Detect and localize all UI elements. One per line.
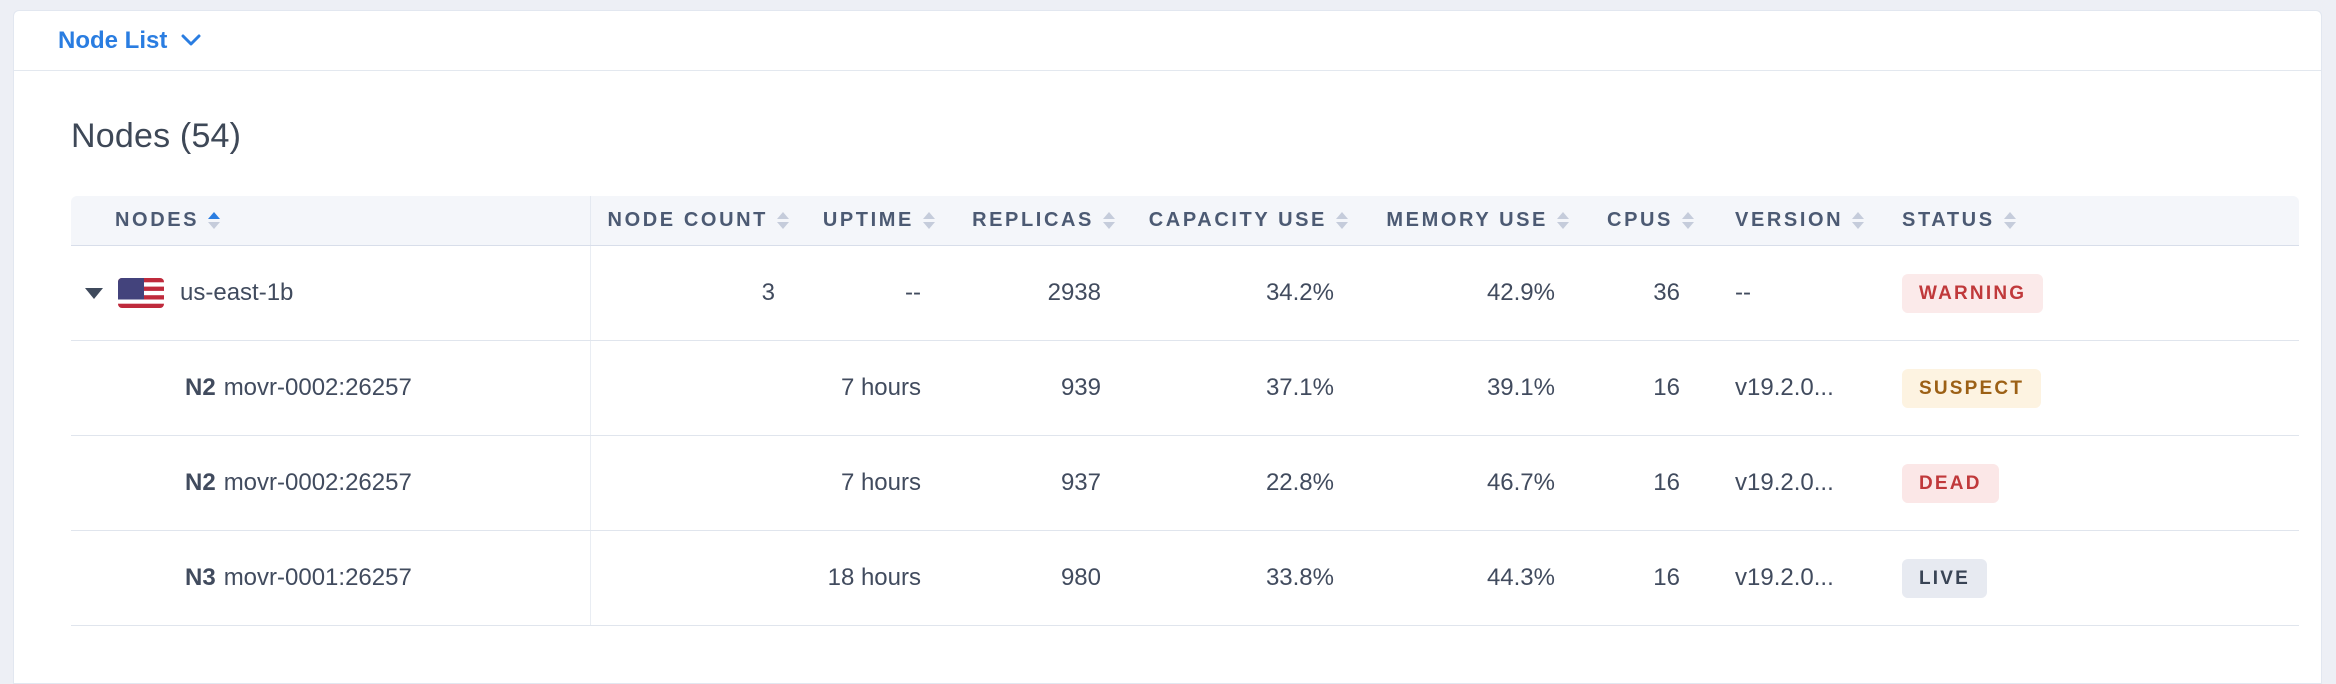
- column-header-node_count[interactable]: NODE COUNT: [591, 196, 791, 245]
- column-header-capacity[interactable]: CAPACITY USE: [1117, 196, 1350, 245]
- version-cell: --: [1735, 279, 1751, 306]
- sort-arrows-icon: [1103, 212, 1115, 229]
- version-cell: v19.2.0...: [1735, 564, 1834, 591]
- memory-use-cell: 39.1%: [1486, 374, 1555, 401]
- column-header-label: MEMORY USE: [1386, 209, 1548, 231]
- collapse-caret-icon[interactable]: [85, 287, 103, 299]
- status-badge: WARNING: [1902, 273, 2044, 313]
- column-header-label: CAPACITY USE: [1148, 209, 1327, 231]
- nodes-cell: us-east-1b: [71, 246, 591, 340]
- column-header-label: VERSION: [1735, 209, 1844, 231]
- uptime-cell: 7 hours: [840, 469, 921, 496]
- replicas-cell: 939: [1060, 374, 1101, 401]
- column-header-label: CPUS: [1607, 209, 1673, 231]
- uptime-cell: 18 hours: [827, 564, 921, 591]
- node-id: N3: [185, 564, 216, 591]
- memory-use-cell: 42.9%: [1486, 279, 1555, 306]
- node-count-cell: [591, 341, 791, 435]
- node-name: movr-0002:26257: [223, 374, 412, 401]
- table-row[interactable]: N2 movr-0002:26257 7 hours 939 37.1% 39.…: [71, 341, 2299, 436]
- sort-arrows-icon: [2003, 212, 2016, 229]
- column-header-label: NODE COUNT: [607, 209, 768, 231]
- view-dropdown[interactable]: Node List: [58, 27, 201, 55]
- us-flag-icon: [118, 278, 164, 308]
- column-header-label: REPLICAS: [972, 209, 1094, 231]
- node-list-card: Node List Nodes (54) NODES NODE COUNT UP…: [13, 10, 2322, 684]
- status-cell: SUSPECT: [1886, 341, 2299, 435]
- column-header-memory[interactable]: MEMORY USE: [1350, 196, 1571, 245]
- status-badge: DEAD: [1902, 463, 1999, 503]
- table-body: us-east-1b 3 -- 2938 34.2% 42.9% 36 -- W…: [71, 246, 2299, 626]
- node-id: N2: [185, 374, 216, 401]
- replicas-cell: 937: [1060, 469, 1101, 496]
- table-row[interactable]: us-east-1b 3 -- 2938 34.2% 42.9% 36 -- W…: [71, 246, 2299, 341]
- status-badge: LIVE: [1902, 558, 1988, 598]
- column-header-version[interactable]: VERSION: [1696, 196, 1886, 245]
- nodes-table: NODES NODE COUNT UPTIME REPLICAS CAPACIT…: [71, 196, 2299, 626]
- status-cell: DEAD: [1886, 436, 2299, 530]
- node-id: N2: [185, 469, 216, 496]
- table-row[interactable]: N3 movr-0001:26257 18 hours 980 33.8% 44…: [71, 531, 2299, 626]
- status-badge: SUSPECT: [1902, 368, 2042, 408]
- replicas-cell: 980: [1060, 564, 1101, 591]
- sort-arrows-icon: [1336, 212, 1348, 229]
- column-header-uptime[interactable]: UPTIME: [791, 196, 937, 245]
- nodes-cell: N3 movr-0001:26257: [71, 531, 591, 625]
- column-header-status[interactable]: STATUS: [1886, 196, 2299, 245]
- column-header-replicas[interactable]: REPLICAS: [937, 196, 1117, 245]
- memory-use-cell: 44.3%: [1486, 564, 1555, 591]
- node-count-cell: 3: [761, 279, 775, 306]
- capacity-use-cell: 33.8%: [1265, 564, 1334, 591]
- status-cell: WARNING: [1886, 246, 2299, 340]
- sort-arrows-icon: [208, 212, 221, 229]
- status-cell: LIVE: [1886, 531, 2299, 625]
- view-dropdown-label: Node List: [58, 26, 168, 54]
- uptime-cell: 7 hours: [840, 374, 921, 401]
- sort-arrows-icon: [1852, 212, 1865, 229]
- table-header-row: NODES NODE COUNT UPTIME REPLICAS CAPACIT…: [71, 196, 2299, 246]
- capacity-use-cell: 22.8%: [1265, 469, 1334, 496]
- node-name: movr-0002:26257: [223, 469, 412, 496]
- cpus-cell: 16: [1653, 564, 1680, 591]
- table-row[interactable]: N2 movr-0002:26257 7 hours 937 22.8% 46.…: [71, 436, 2299, 531]
- topbar: Node List: [14, 11, 2321, 71]
- cpus-cell: 16: [1653, 374, 1680, 401]
- capacity-use-cell: 37.1%: [1265, 374, 1334, 401]
- node-name: us-east-1b: [180, 279, 294, 306]
- page-title: Nodes (54): [71, 117, 242, 155]
- sort-arrows-icon: [777, 212, 789, 229]
- cpus-cell: 36: [1653, 279, 1680, 306]
- capacity-use-cell: 34.2%: [1265, 279, 1334, 306]
- nodes-cell: N2 movr-0002:26257: [71, 436, 591, 530]
- memory-use-cell: 46.7%: [1486, 469, 1555, 496]
- column-header-cpus[interactable]: CPUS: [1571, 196, 1696, 245]
- column-header-label: NODES: [115, 209, 200, 231]
- node-count-cell: [591, 531, 791, 625]
- replicas-cell: 2938: [1047, 279, 1101, 306]
- nodes-cell: N2 movr-0002:26257: [71, 341, 591, 435]
- sort-arrows-icon: [1557, 212, 1569, 229]
- node-count-cell: [591, 436, 791, 530]
- content: Nodes (54) NODES NODE COUNT UPTIME REPLI…: [14, 117, 2321, 626]
- version-cell: v19.2.0...: [1735, 469, 1834, 496]
- sort-arrows-icon: [923, 212, 935, 229]
- node-name: movr-0001:26257: [223, 564, 412, 591]
- sort-arrows-icon: [1682, 212, 1694, 229]
- version-cell: v19.2.0...: [1735, 374, 1834, 401]
- column-header-nodes[interactable]: NODES: [71, 196, 591, 245]
- column-header-label: STATUS: [1902, 209, 1995, 231]
- chevron-down-icon: [181, 34, 201, 47]
- column-header-label: UPTIME: [822, 209, 914, 231]
- uptime-cell: --: [905, 279, 921, 306]
- cpus-cell: 16: [1653, 469, 1680, 496]
